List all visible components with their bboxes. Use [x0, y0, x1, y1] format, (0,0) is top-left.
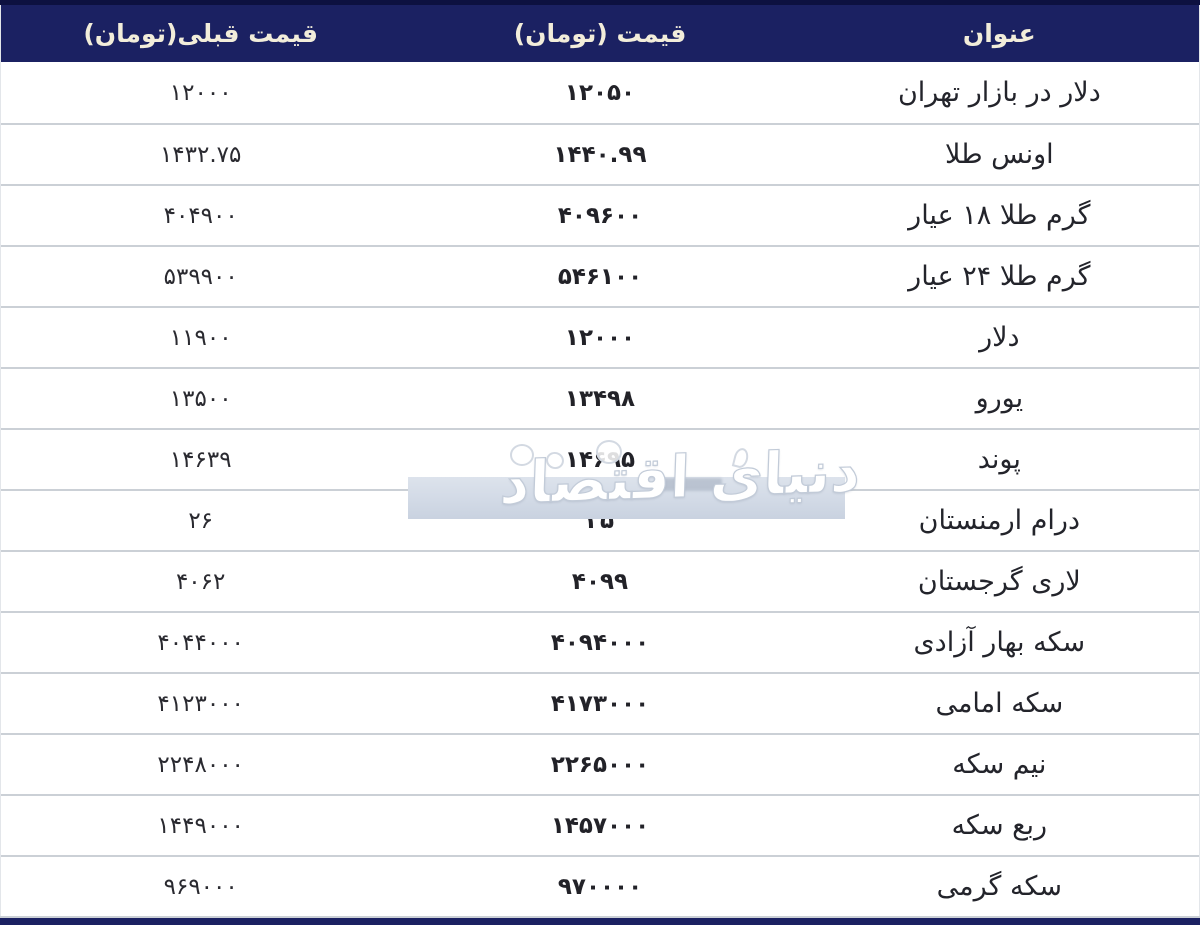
table-row: درام ارمنستان ۲۵ ۲۶ — [1, 489, 1199, 550]
row-price: ۱۲۰۵۰ — [564, 79, 636, 106]
table-row: گرم طلا ۱۸ عیار ۴۰۹۶۰۰ ۴۰۴۹۰۰ — [1, 184, 1199, 245]
table-row: نیم سکه ۲۲۶۵۰۰۰ ۲۲۴۸۰۰۰ — [1, 733, 1199, 794]
row-prev-price: ۲۶ — [188, 507, 214, 534]
table-row: اونس طلا ۱۴۴۰.۹۹ ۱۴۳۲.۷۵ — [1, 123, 1199, 184]
table-header-row: عنوان قیمت (تومان) قیمت قبلی(تومان) — [1, 5, 1199, 62]
row-price: ۴۱۷۳۰۰۰ — [550, 690, 650, 717]
price-table: عنوان قیمت (تومان) قیمت قبلی(تومان) دلار… — [0, 5, 1200, 916]
header-price-column: قیمت (تومان) — [513, 19, 687, 48]
table-row: گرم طلا ۲۴ عیار ۵۴۶۱۰۰ ۵۳۹۹۰۰ — [1, 245, 1199, 306]
table-row: سکه گرمی ۹۷۰۰۰۰ ۹۶۹۰۰۰ — [1, 855, 1199, 916]
row-price: ۱۲۰۰۰ — [564, 324, 636, 351]
row-prev-price: ۱۴۳۲.۷۵ — [159, 141, 242, 168]
table-row: دلار در بازار تهران ۱۲۰۵۰ ۱۲۰۰۰ — [1, 62, 1199, 123]
header-title-column: عنوان — [962, 19, 1036, 48]
row-price: ۲۵ — [585, 507, 615, 534]
row-title: نیم سکه — [952, 749, 1047, 780]
row-prev-price: ۱۳۵۰۰ — [169, 385, 232, 412]
row-title: لاری گرجستان — [917, 566, 1081, 597]
row-price: ۴۰۹۴۰۰۰ — [550, 629, 650, 656]
row-title: سکه امامی — [935, 688, 1064, 719]
table-row: سکه امامی ۴۱۷۳۰۰۰ ۴۱۲۳۰۰۰ — [1, 672, 1199, 733]
row-prev-price: ۴۰۶۲ — [175, 568, 226, 595]
row-prev-price: ۱۲۰۰۰ — [169, 79, 232, 106]
row-prev-price: ۲۲۴۸۰۰۰ — [157, 751, 244, 778]
table-body: دلار در بازار تهران ۱۲۰۵۰ ۱۲۰۰۰ اونس طلا… — [1, 62, 1199, 916]
row-prev-price: ۵۳۹۹۰۰ — [163, 263, 238, 290]
top-border-strip — [0, 0, 1200, 5]
row-price: ۱۴۶۹۵ — [564, 446, 636, 473]
row-prev-price: ۴۰۴۹۰۰ — [163, 202, 238, 229]
row-title: درام ارمنستان — [918, 505, 1080, 536]
row-title: ربع سکه — [951, 810, 1048, 841]
bottom-separator-line — [0, 916, 1200, 918]
row-price: ۱۴۴۰.۹۹ — [553, 141, 647, 168]
row-prev-price: ۱۴۴۹۰۰۰ — [157, 812, 244, 839]
row-title: گرم طلا ۱۸ عیار — [908, 200, 1091, 231]
row-title: گرم طلا ۲۴ عیار — [908, 261, 1091, 292]
row-title: سکه بهار آزادی — [913, 627, 1086, 658]
row-title: یورو — [975, 383, 1024, 414]
table-row: سکه بهار آزادی ۴۰۹۴۰۰۰ ۴۰۴۴۰۰۰ — [1, 611, 1199, 672]
row-title: اونس طلا — [945, 139, 1054, 170]
row-price: ۱۳۴۹۸ — [564, 385, 636, 412]
row-title: پوند — [977, 444, 1021, 475]
row-prev-price: ۱۱۹۰۰ — [169, 324, 232, 351]
row-price: ۱۴۵۷۰۰۰ — [550, 812, 650, 839]
row-prev-price: ۱۴۶۳۹ — [169, 446, 232, 473]
row-prev-price: ۴۱۲۳۰۰۰ — [157, 690, 244, 717]
row-title: دلار در بازار تهران — [897, 77, 1101, 108]
row-price: ۴۰۹۹ — [571, 568, 629, 595]
header-prev-price-column: قیمت قبلی(تومان) — [83, 19, 319, 48]
row-title: دلار — [979, 322, 1020, 353]
row-price: ۵۴۶۱۰۰ — [557, 263, 643, 290]
row-title: سکه گرمی — [936, 871, 1062, 902]
row-price: ۴۰۹۶۰۰ — [557, 202, 643, 229]
table-row: لاری گرجستان ۴۰۹۹ ۴۰۶۲ — [1, 550, 1199, 611]
table-row: یورو ۱۳۴۹۸ ۱۳۵۰۰ — [1, 367, 1199, 428]
bottom-navy-bar — [0, 918, 1200, 925]
table-row: پوند ۱۴۶۹۵ ۱۴۶۳۹ — [1, 428, 1199, 489]
row-prev-price: ۹۶۹۰۰۰ — [163, 873, 238, 900]
row-price: ۹۷۰۰۰۰ — [557, 873, 643, 900]
row-prev-price: ۴۰۴۴۰۰۰ — [157, 629, 244, 656]
table-row: ربع سکه ۱۴۵۷۰۰۰ ۱۴۴۹۰۰۰ — [1, 794, 1199, 855]
table-row: دلار ۱۲۰۰۰ ۱۱۹۰۰ — [1, 306, 1199, 367]
row-price: ۲۲۶۵۰۰۰ — [550, 751, 650, 778]
